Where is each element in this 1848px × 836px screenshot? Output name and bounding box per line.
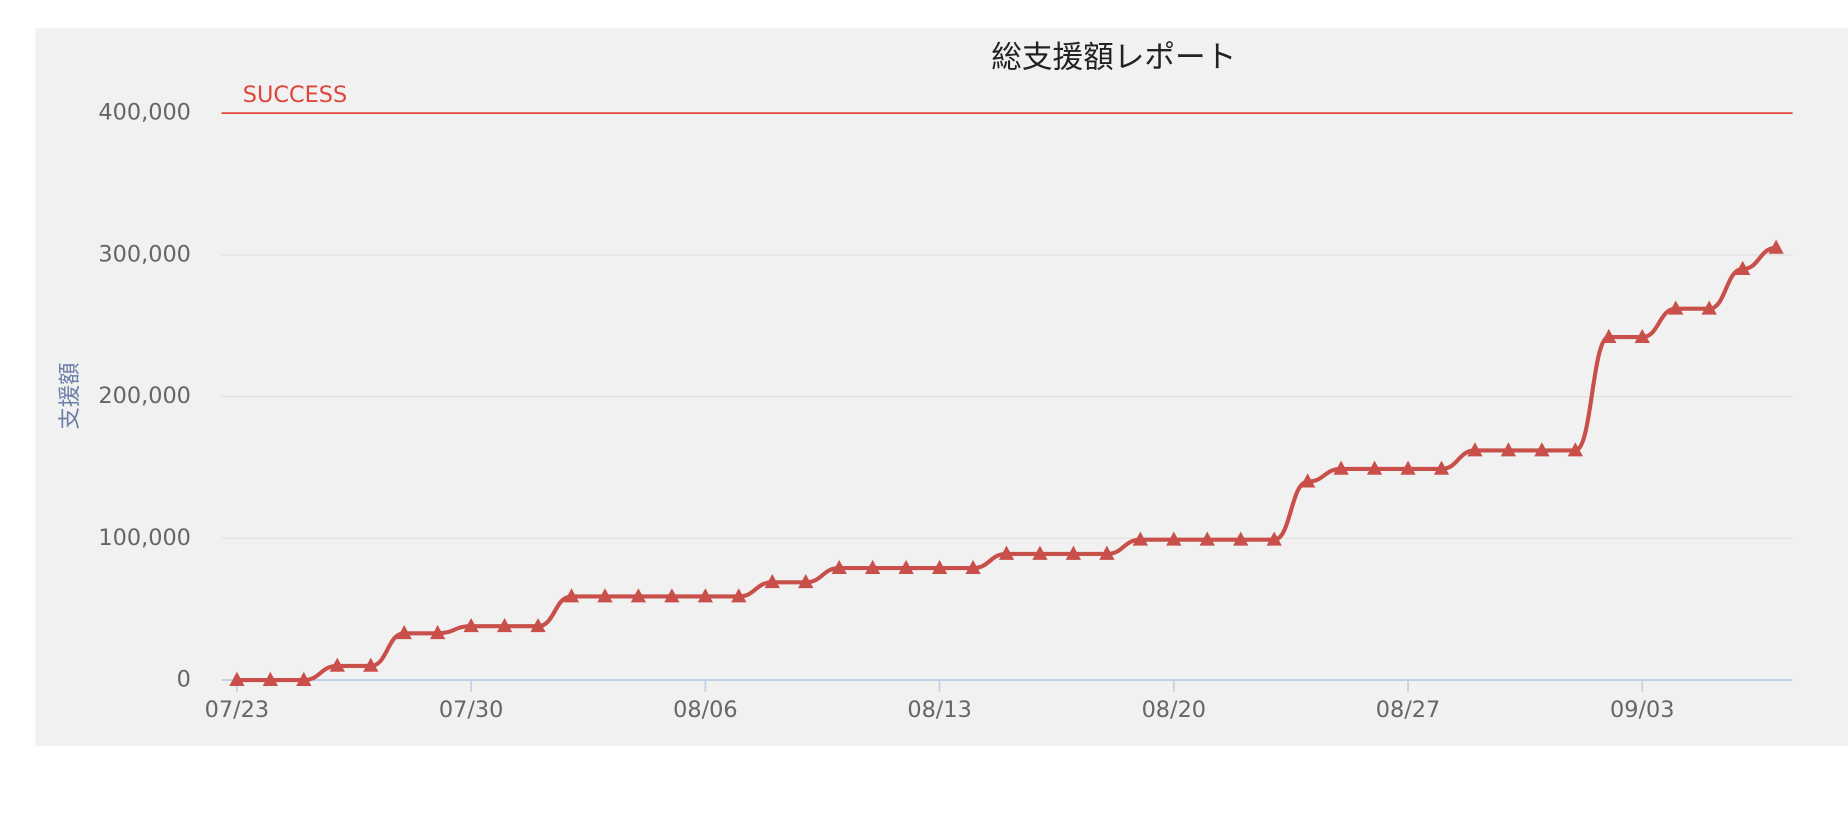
x-tick-label: 08/06 bbox=[673, 697, 737, 723]
data-point bbox=[630, 588, 647, 603]
data-point bbox=[1400, 460, 1416, 475]
data-point bbox=[831, 559, 847, 574]
data-point bbox=[563, 588, 580, 603]
data-point bbox=[1233, 531, 1249, 546]
data-point bbox=[931, 559, 948, 574]
x-tick-label: 08/20 bbox=[1142, 697, 1206, 723]
data-point bbox=[363, 657, 379, 672]
data-point bbox=[1166, 531, 1182, 546]
data-point bbox=[463, 617, 479, 633]
series-line bbox=[236, 245, 1777, 683]
data-point bbox=[329, 657, 345, 672]
data-point bbox=[296, 671, 312, 686]
data-point bbox=[1534, 442, 1550, 457]
y-tick-label: 300,000 bbox=[98, 241, 191, 267]
y-axis-title: 支援額 bbox=[57, 362, 83, 429]
data-point bbox=[1333, 460, 1349, 475]
data-point bbox=[1668, 300, 1684, 315]
data-point bbox=[496, 617, 513, 633]
data-point bbox=[864, 559, 881, 574]
data-point bbox=[1032, 545, 1048, 560]
data-point bbox=[530, 617, 546, 633]
y-tick-label: 100,000 bbox=[98, 525, 191, 551]
x-tick-label: 07/30 bbox=[439, 697, 503, 723]
data-point bbox=[1065, 545, 1082, 560]
y-tick-label: 200,000 bbox=[98, 383, 191, 409]
data-point bbox=[1132, 531, 1149, 546]
data-point bbox=[1366, 460, 1383, 475]
data-point bbox=[798, 574, 814, 589]
data-point bbox=[965, 559, 981, 574]
data-point bbox=[262, 671, 279, 686]
data-point bbox=[1601, 328, 1617, 343]
data-point bbox=[396, 625, 412, 640]
y-tick-label: 0 bbox=[177, 667, 191, 693]
data-point bbox=[1199, 531, 1215, 546]
data-point bbox=[1634, 328, 1650, 343]
data-point bbox=[1567, 442, 1584, 457]
plot-background bbox=[35, 28, 1848, 747]
x-tick-label: 09/03 bbox=[1610, 697, 1674, 723]
data-point bbox=[697, 588, 714, 603]
x-tick-label: 08/27 bbox=[1376, 697, 1440, 723]
data-point bbox=[597, 588, 613, 603]
data-point bbox=[898, 559, 914, 574]
data-point bbox=[1467, 442, 1483, 457]
data-point bbox=[229, 671, 245, 686]
x-tick-label: 07/23 bbox=[205, 697, 269, 723]
data-point bbox=[1299, 473, 1316, 488]
data-point bbox=[1433, 460, 1450, 475]
x-tick-label: 08/13 bbox=[907, 697, 971, 723]
data-point bbox=[764, 574, 780, 589]
data-point bbox=[1768, 239, 1784, 254]
data-point bbox=[1734, 260, 1751, 275]
data-point bbox=[664, 588, 680, 603]
data-point bbox=[1701, 300, 1717, 315]
data-point bbox=[731, 588, 747, 603]
data-point bbox=[1500, 442, 1517, 457]
data-point bbox=[1266, 531, 1282, 546]
data-point bbox=[998, 545, 1015, 560]
plot-line-label: SUCCESS bbox=[243, 82, 347, 108]
chart-title: 総支援額レポート bbox=[991, 40, 1236, 75]
y-tick-label: 400,000 bbox=[98, 100, 191, 126]
data-point bbox=[429, 625, 446, 640]
data-point bbox=[1099, 545, 1115, 560]
